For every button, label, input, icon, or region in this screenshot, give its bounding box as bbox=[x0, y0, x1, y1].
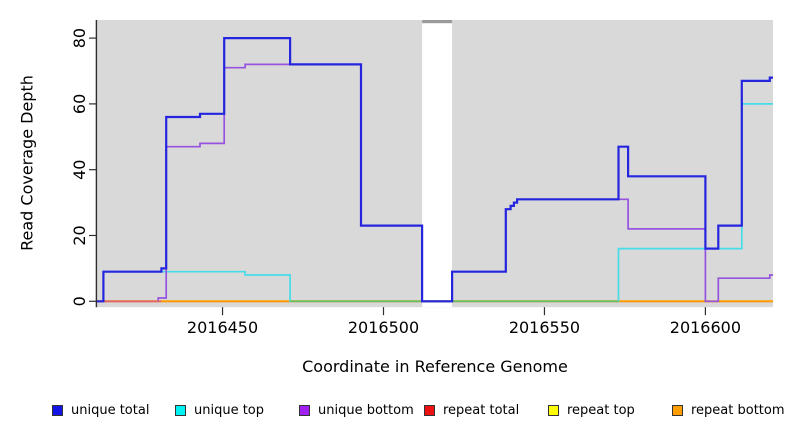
legend-item-unique-bottom: unique bottom bbox=[299, 401, 414, 419]
legend-label: repeat total bbox=[443, 402, 520, 418]
svg-text:40: 40 bbox=[70, 160, 89, 180]
repeat-bottom-swatch-icon bbox=[672, 404, 683, 416]
legend-label: unique total bbox=[71, 402, 150, 418]
legend-label: unique top bbox=[194, 402, 265, 418]
coverage-plot-canvas: 2016450 2016500 2016550 2016600 0 20 40 60 80 bbox=[70, 20, 773, 337]
x-axis-label: Coordinate in Reference Genome bbox=[302, 357, 568, 376]
unique-top-swatch-icon bbox=[175, 404, 186, 416]
legend-item-repeat-top: repeat top bbox=[548, 401, 635, 419]
svg-text:0: 0 bbox=[70, 296, 89, 306]
legend-item-unique-top: unique top bbox=[175, 401, 264, 419]
svg-text:2016600: 2016600 bbox=[670, 318, 741, 337]
legend-label: unique bottom bbox=[318, 402, 414, 418]
svg-text:2016550: 2016550 bbox=[509, 318, 580, 337]
legend-label: repeat bottom bbox=[691, 402, 785, 418]
svg-text:60: 60 bbox=[70, 94, 89, 114]
svg-text:20: 20 bbox=[70, 225, 89, 245]
svg-text:2016450: 2016450 bbox=[187, 318, 258, 337]
repeat-top-swatch-icon bbox=[548, 404, 559, 416]
svg-text:2016500: 2016500 bbox=[348, 318, 419, 337]
unique-bottom-swatch-icon bbox=[299, 404, 310, 416]
svg-text:80: 80 bbox=[70, 28, 89, 48]
unique-total-swatch-icon bbox=[52, 404, 63, 416]
legend-item-unique-total: unique total bbox=[52, 401, 149, 419]
repeat-total-swatch-icon bbox=[424, 404, 435, 416]
legend-label: repeat top bbox=[567, 402, 635, 418]
legend-item-repeat-bottom: repeat bottom bbox=[672, 401, 785, 419]
legend-item-repeat-total: repeat total bbox=[424, 401, 519, 419]
y-axis-label: Read Coverage Depth bbox=[17, 75, 37, 251]
